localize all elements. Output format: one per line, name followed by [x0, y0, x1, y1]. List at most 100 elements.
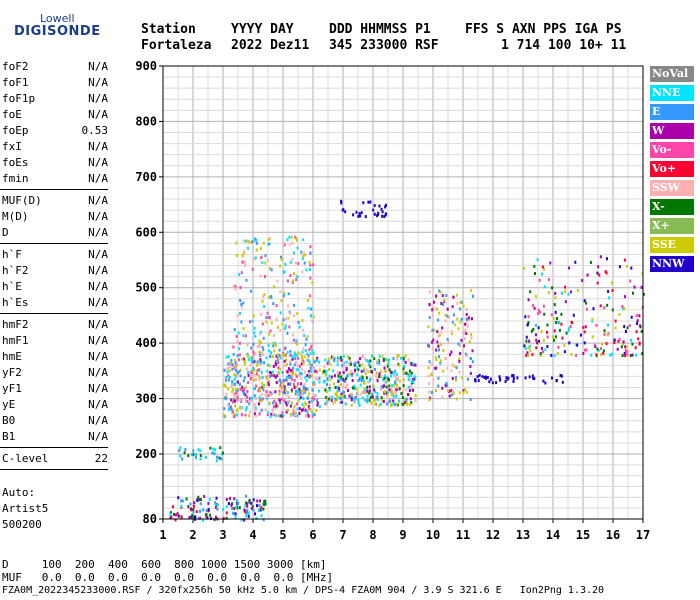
echo-point — [536, 341, 539, 345]
echo-point — [260, 408, 263, 412]
echo-point — [641, 271, 644, 275]
echo-point — [446, 366, 449, 370]
echo-point — [350, 395, 353, 399]
echo-point — [437, 344, 440, 348]
echo-point — [376, 360, 379, 363]
echo-point — [281, 322, 284, 326]
echo-point — [347, 389, 349, 392]
header-label-date: YYYY DAY — [231, 22, 294, 37]
echo-point — [340, 199, 343, 203]
echo-point — [563, 344, 566, 348]
echo-point — [489, 377, 492, 381]
echo-point — [308, 407, 311, 411]
echo-point — [279, 384, 282, 388]
echo-point — [361, 390, 364, 394]
echo-point — [235, 387, 238, 391]
echo-point — [378, 372, 381, 376]
echo-point — [365, 376, 368, 380]
echo-point — [528, 344, 531, 348]
echo-point — [239, 286, 242, 290]
echo-point — [542, 350, 544, 354]
echo-point — [225, 395, 228, 399]
echo-point — [295, 339, 298, 343]
echo-point — [543, 267, 545, 271]
echo-point — [348, 372, 351, 376]
echo-point — [233, 392, 236, 396]
echo-point — [313, 413, 316, 416]
echo-point — [308, 360, 311, 364]
echo-point — [351, 386, 354, 390]
echo-point — [299, 391, 302, 395]
echo-point — [216, 503, 219, 507]
echo-point — [466, 324, 469, 328]
echo-point — [239, 406, 242, 410]
echo-point — [238, 353, 241, 357]
echo-point — [307, 405, 310, 409]
echo-point — [275, 404, 278, 408]
echo-point — [398, 387, 401, 391]
echo-point — [303, 251, 305, 255]
echo-point — [404, 354, 407, 358]
echo-point — [239, 312, 241, 315]
echo-point — [296, 414, 299, 418]
echo-point — [626, 353, 629, 357]
echo-point — [341, 377, 344, 381]
echo-point — [555, 379, 558, 383]
echo-point — [554, 310, 557, 314]
echo-point — [367, 380, 370, 384]
echo-point — [624, 295, 627, 299]
echo-point — [287, 408, 289, 412]
echo-point — [222, 508, 225, 512]
echo-point — [227, 387, 230, 391]
echo-point — [353, 362, 356, 366]
echo-point — [224, 397, 227, 401]
echo-point — [632, 291, 634, 295]
echo-point — [261, 385, 264, 389]
echo-point — [296, 363, 299, 367]
echo-point — [293, 379, 296, 382]
echo-point — [332, 355, 335, 359]
param-value: N/A — [88, 76, 108, 89]
echo-point — [396, 387, 399, 391]
echo-point — [308, 370, 311, 373]
echo-point — [621, 305, 624, 308]
echo-point — [292, 279, 294, 283]
echo-point — [600, 353, 603, 357]
echo-point — [301, 367, 303, 371]
echo-point — [483, 375, 486, 379]
echo-point — [404, 401, 407, 404]
echo-point — [323, 369, 326, 373]
echo-point — [378, 403, 381, 407]
echo-point — [234, 515, 237, 519]
echo-point — [456, 293, 459, 297]
echo-point — [249, 320, 251, 324]
echo-point — [383, 369, 386, 373]
echo-point — [175, 513, 177, 517]
echo-point — [448, 315, 451, 319]
echo-point — [368, 398, 371, 402]
echo-point — [251, 356, 254, 359]
echo-point — [544, 381, 547, 385]
echo-point — [340, 375, 343, 379]
echo-point — [511, 374, 514, 378]
echo-point — [385, 203, 387, 207]
echo-point — [311, 281, 314, 285]
echo-point — [213, 452, 216, 456]
echo-point — [283, 354, 286, 358]
echo-point — [462, 304, 465, 308]
echo-point — [384, 213, 387, 217]
echo-point — [403, 364, 406, 368]
echo-point — [601, 342, 603, 346]
echo-point — [357, 368, 360, 372]
echo-point — [291, 369, 294, 373]
echo-point — [292, 372, 294, 376]
echo-point — [279, 328, 282, 332]
echo-point — [558, 328, 561, 332]
echo-point — [230, 358, 233, 362]
echo-point — [238, 370, 241, 374]
echo-point — [277, 361, 280, 365]
echo-point — [260, 514, 263, 518]
echo-point — [375, 374, 378, 378]
echo-point — [278, 354, 281, 358]
y-tick-label: 700 — [135, 170, 157, 184]
